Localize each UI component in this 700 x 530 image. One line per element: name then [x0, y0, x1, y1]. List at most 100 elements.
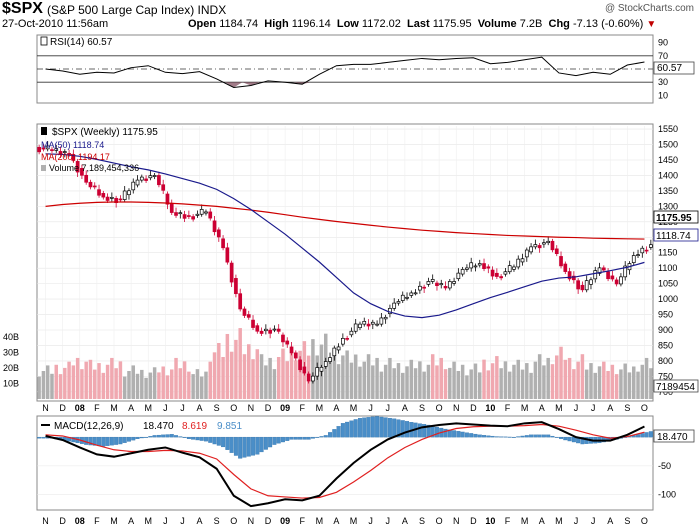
macd-hist-bar: [571, 436, 576, 443]
volume-bar: [529, 372, 533, 399]
candle-body: [191, 216, 195, 220]
macd-hist-bar: [195, 436, 200, 441]
candle-body: [289, 346, 294, 354]
candle-body: [640, 247, 645, 254]
volume-bar: [516, 359, 520, 399]
x-axis-label: J: [368, 403, 373, 413]
price-tick-label: 1050: [658, 279, 678, 289]
high-label: High: [264, 18, 289, 30]
macd-hist-bar: [293, 436, 298, 440]
macd-hist-bar: [186, 436, 191, 440]
volume-bar: [473, 363, 478, 399]
macd-hist-bar: [336, 426, 341, 438]
x-axis-label: A: [197, 403, 203, 413]
macd-hist-bar: [251, 436, 256, 456]
candle-body: [413, 292, 418, 295]
macd-hist-bar: [178, 436, 183, 438]
macd-panel: 0-50-100 MACD(12,26,9) 18.470 8.619 9.85…: [36, 415, 695, 511]
ma200-line: [45, 201, 645, 240]
volume-bar: [229, 351, 234, 399]
candle-body: [255, 325, 260, 332]
volume-bar: [448, 367, 452, 399]
volume-bar: [563, 359, 568, 399]
x-axis-label: S: [214, 403, 220, 413]
volume-bar: [490, 363, 495, 399]
candle-body: [512, 266, 516, 270]
candle-body: [482, 263, 486, 269]
rsi-value-badge: 60.57: [657, 63, 682, 74]
macd-hist-bar: [464, 432, 469, 438]
macd-legend-signal: 8.619: [182, 421, 207, 432]
x-axis-label: D: [59, 516, 66, 526]
candle-body: [405, 296, 409, 299]
candle-body: [131, 181, 136, 191]
x-axis-label: A: [128, 516, 134, 526]
x-axis-label: J: [163, 516, 168, 526]
candle-body: [584, 280, 589, 291]
macd-hist-bar: [520, 435, 525, 438]
candle-body: [161, 184, 166, 191]
macd-hist-bar: [191, 436, 196, 440]
x-axis-label: N: [248, 403, 255, 413]
candle-body: [349, 330, 354, 336]
rsi-tick-label: 10: [658, 90, 668, 100]
x-axis-label: M: [110, 403, 118, 413]
macd-hist-bar: [456, 431, 461, 438]
candle-body: [208, 211, 213, 219]
x-axis-label: N: [248, 516, 255, 526]
volume-bar: [187, 371, 191, 399]
rsi-value-badge-box: [653, 61, 695, 75]
x-axis-label: O: [230, 516, 237, 526]
candle-body: [319, 366, 324, 372]
volume-bar: [555, 355, 559, 399]
candle-body: [199, 209, 204, 215]
candle-body: [302, 366, 307, 374]
macd-signal-line: [45, 423, 645, 499]
volume-tick-label: 30B: [3, 347, 19, 357]
x-axis-label: M: [555, 403, 563, 413]
macd-hist-bar: [370, 416, 375, 438]
volume-bar: [272, 369, 277, 399]
macd-hist-bar: [400, 420, 405, 438]
volume-bar: [259, 354, 264, 399]
volume-bar: [45, 365, 50, 399]
x-axis-label: D: [470, 516, 477, 526]
macd-hist-bar: [460, 431, 465, 438]
macd-hist-bar: [109, 436, 114, 446]
x-axis-label: M: [144, 403, 152, 413]
candle-body: [576, 280, 580, 290]
candle-body: [418, 285, 422, 291]
macd-hist-bar: [105, 436, 110, 446]
candle-body: [178, 212, 183, 215]
macd-legend-hist: 9.851: [217, 421, 242, 432]
candle-body: [396, 301, 401, 304]
volume-bar: [234, 339, 238, 399]
volume-bar: [135, 373, 140, 399]
x-axis-label: J: [591, 516, 596, 526]
macd-hist-bar: [221, 436, 226, 448]
macd-hist-bar: [362, 417, 367, 438]
macd-hist-bar: [486, 435, 491, 438]
candle-body: [435, 282, 439, 286]
x-axis-label: M: [555, 516, 563, 526]
price-tick-label: 1300: [658, 201, 678, 211]
down-arrow-icon: ▼: [646, 19, 657, 30]
x-axis-label: N: [42, 516, 49, 526]
watermark[interactable]: @ StockCharts.com: [604, 3, 694, 14]
volume-badge-box: [653, 379, 699, 393]
volume-bar: [285, 361, 289, 399]
candle-body: [447, 281, 452, 289]
macd-hist-bar: [144, 436, 149, 438]
macd-hist-bar: [71, 436, 76, 443]
candle-body: [379, 317, 384, 325]
volume-bar: [606, 371, 610, 399]
candle-body: [221, 238, 225, 249]
macd-hist-bar: [126, 436, 131, 442]
volume-bar: [161, 366, 165, 399]
candle-body: [169, 202, 174, 213]
volume-bar: [199, 376, 204, 399]
rsi-oversold-fill: [225, 82, 311, 88]
candle-body: [118, 198, 123, 201]
x-axis-label: D: [265, 516, 272, 526]
price-tick-label: 950: [658, 310, 673, 320]
